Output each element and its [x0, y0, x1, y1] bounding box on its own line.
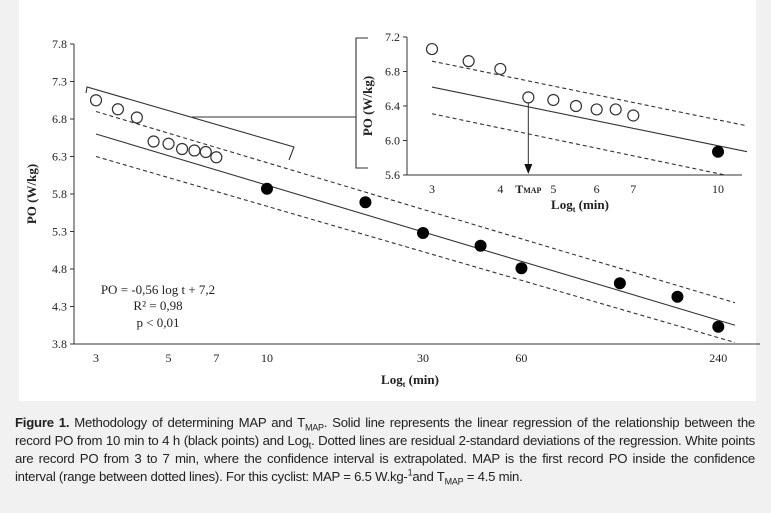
y-axis-label: PO (W/kg) — [360, 76, 375, 136]
zoom-bracket — [85, 86, 295, 161]
open-point — [188, 144, 201, 157]
arrow-head-icon — [524, 164, 533, 174]
open-point — [210, 151, 223, 164]
x-tick-label: 6 — [594, 182, 600, 196]
open-point — [627, 109, 640, 122]
x-tick-label: 5 — [550, 182, 556, 196]
x-tick-label: 7 — [630, 182, 636, 196]
x-tick-label: 7 — [213, 351, 219, 365]
y-tick-label: 6.3 — [52, 150, 67, 164]
r-squared-label: R² = 0,98 — [133, 298, 182, 313]
y-tick-label: 7.2 — [385, 30, 400, 44]
upper-band-line — [95, 110, 736, 304]
caption-text: . Solid line represents the linear regre… — [15, 415, 756, 448]
y-tick-label: 7.3 — [52, 75, 67, 89]
black-point — [260, 182, 273, 195]
open-point — [590, 103, 603, 116]
black-point — [671, 290, 684, 303]
caption-sub: MAP — [444, 476, 464, 487]
open-point — [425, 42, 439, 56]
x-axis-label: Logt (min) — [381, 372, 439, 389]
x-tick-label: 3 — [93, 351, 99, 365]
regression-line — [431, 86, 748, 153]
x-tick-label: 10 — [261, 351, 273, 365]
caption-sup: 1 — [407, 467, 413, 478]
black-point — [613, 277, 626, 290]
caption-text: and T — [412, 469, 445, 484]
open-point — [522, 91, 535, 104]
x-tick-label: 5 — [166, 351, 172, 365]
y-tick-label: 6.4 — [385, 99, 400, 113]
p-value-label: p < 0,01 — [136, 315, 179, 330]
chart: 7.8 7.3 6.8 6.3 5.8 5.3 4.8 4.3 3.8 3 5 7 10 30 60 240 L… — [24, 30, 760, 389]
open-point — [89, 94, 103, 107]
x-tick-label: 30 — [417, 351, 429, 365]
lower-band-line — [431, 113, 726, 176]
y-tick-label: 4.3 — [52, 300, 67, 314]
figure-caption: Figure 1. Methodology of determining MAP… — [15, 414, 755, 486]
caption-label: Figure 1. — [15, 415, 70, 430]
caption-sub: t — [308, 440, 312, 451]
y-tick-label: 5.6 — [385, 168, 400, 182]
caption-text: = 4.5 min. — [463, 469, 523, 484]
y-axis-label: PO (W/kg) — [24, 164, 39, 224]
caption-text: Methodology of determining MAP and T — [69, 415, 305, 430]
black-point — [359, 196, 372, 209]
open-point — [147, 135, 160, 148]
x-tick-label: 3 — [429, 182, 435, 196]
x-tick-label: 240 — [709, 351, 727, 365]
y-tick-label: 5.8 — [52, 187, 67, 201]
figure — [19, 0, 756, 401]
open-point — [175, 142, 189, 156]
caption-sub: MAP — [305, 422, 324, 433]
lower-band-line — [95, 155, 736, 344]
open-point — [609, 103, 622, 116]
regression-line — [95, 133, 736, 326]
y-tick-label: 5.3 — [52, 225, 67, 239]
y-tick-label: 6.0 — [385, 134, 400, 148]
open-point — [569, 99, 583, 113]
y-tick-label: 4.8 — [52, 262, 67, 276]
inset-bracket — [355, 37, 368, 169]
y-tick-label: 6.8 — [385, 65, 400, 79]
open-point — [130, 111, 143, 124]
y-tick-label: 3.8 — [52, 337, 67, 351]
open-point — [547, 93, 560, 107]
black-point — [712, 145, 725, 158]
y-tick-label: 6.8 — [52, 112, 67, 126]
y-tick-label: 7.8 — [52, 37, 67, 51]
x-tick-label: 10 — [712, 182, 724, 196]
x-tick-label: 4 — [497, 182, 503, 196]
open-point — [462, 55, 475, 68]
open-point — [162, 137, 175, 150]
equation-label: PO = -0,56 log t + 7,2 — [101, 282, 215, 297]
upper-band-line — [431, 60, 748, 127]
x-axis-label: Logt (min) — [551, 197, 609, 214]
black-point — [417, 227, 429, 239]
black-point — [474, 239, 487, 252]
tmap-label: TMAP — [515, 182, 541, 196]
open-point — [199, 145, 212, 159]
open-point — [494, 62, 507, 76]
black-point — [515, 262, 528, 275]
open-point — [111, 103, 124, 116]
black-point — [712, 320, 725, 333]
caption-text: . Dotted lines are residual 2-standard d… — [15, 433, 755, 484]
x-tick-label: 60 — [515, 351, 527, 365]
